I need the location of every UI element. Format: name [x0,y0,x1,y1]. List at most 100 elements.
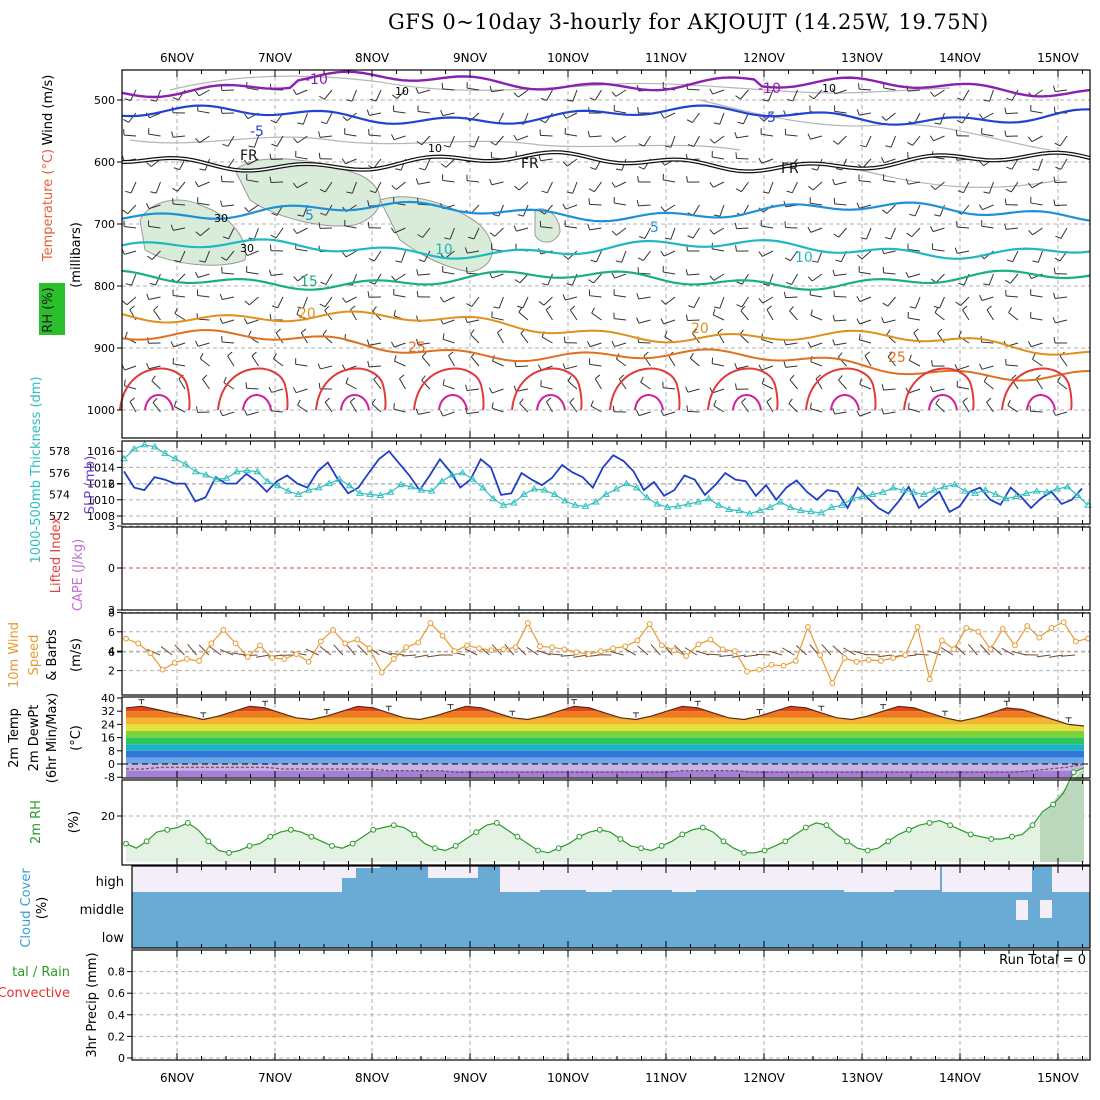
thickness-marker [848,494,857,502]
wind-barb [590,405,602,413]
wind-barb-flag [587,340,591,347]
wind-barb [324,296,333,308]
wind-barb [197,342,210,347]
wind-barb [981,341,994,344]
date-label-top: 13NOV [841,51,883,65]
wind-barb-flag [222,143,229,147]
wind-barb-flag [833,233,840,238]
wind-barb [324,89,333,100]
wind-barb-flag [292,89,297,95]
wind10-marker [975,628,982,635]
rh2m-marker [555,845,562,852]
wind-barb [935,273,945,283]
date-label-top: 7NOV [258,51,293,65]
y-tick-label: 1008 [87,510,115,523]
wind-barb [908,408,921,413]
wind-barb [1030,317,1043,321]
wind-barb [1031,181,1043,189]
wind10-marker [427,620,434,626]
wind10-marker [841,655,848,661]
axis-label-pressure: (millibars) [69,222,84,288]
wind-barb [393,294,406,298]
isotherm-label: FR [240,148,258,164]
wind-barb [939,204,945,217]
panel-frame-w10 [121,612,1091,696]
wind-barb-flag [762,283,769,286]
wind-barb [222,204,235,207]
thickness-marker [766,503,774,510]
wind-barb-flag [123,118,129,123]
thickness-marker [335,475,344,482]
wind-barb [221,89,235,92]
wind-barb-flag [762,99,769,102]
wind-barb-flag [856,296,861,302]
wind-barb-flag [807,341,812,348]
wind10-marker [257,642,263,649]
wind-barb [614,342,627,348]
wind10-marker [1072,638,1079,645]
hot-contour [242,394,272,411]
wind-barb-flag [860,144,867,148]
wind-barb-flag [488,387,493,394]
wind-barb-flag [590,400,594,407]
hot-contour [536,394,566,411]
y-tick-label: 40 [101,692,115,705]
y-tick-label: 8 [108,745,115,758]
wind-barb [422,227,431,238]
wind-barb-flag [540,97,547,101]
rh-contour-label: 10 [428,142,442,155]
wind-barb-flag [1004,130,1007,137]
wind-barb [883,411,896,415]
wind-barb [519,273,529,284]
wind-barb [908,181,921,185]
wind-barb [712,248,725,252]
wind-barb-flag [1053,85,1056,92]
wind-barb [768,181,774,194]
wind10-barb [731,654,746,658]
wind10-marker [378,669,385,676]
wind-barb [345,296,357,303]
rh2m-marker [638,845,644,852]
date-label-bottom: 9NOV [453,1071,488,1085]
axis-label-rh: RH (%) [41,287,56,332]
wind10-marker [390,656,397,662]
wind-barb [1031,135,1043,143]
wind-barb-flag [857,254,863,260]
wind-barb [1057,381,1068,390]
wind-barb-flag [741,397,747,403]
thickness-marker [386,488,395,495]
wind-barb [935,403,945,413]
wind-barb-flag [1005,188,1012,193]
wind-barb [834,110,847,114]
axis-label-cloud-unit: (%) [35,897,50,920]
wind-barb [663,112,676,119]
wind-barb-flag [390,134,395,140]
wind-barb [222,411,235,417]
wind-barb-flag [195,340,199,347]
wind-barb-flag [832,315,836,322]
wind-barb [1060,227,1068,239]
thickness-marker [181,460,190,467]
wind-barb [712,363,725,367]
wind-barb [418,111,431,114]
wind-barb-flag [390,341,395,348]
wind-barb-flag [393,309,396,317]
date-label-top: 15NOV [1037,51,1079,65]
wind-barb-flag [129,397,136,403]
thickness-marker [366,490,375,497]
wind-barb [1059,355,1068,367]
wind10-marker [1024,623,1031,629]
wind-barb [124,385,137,390]
wind-barb [424,250,431,262]
wind-barb-flag [1027,341,1032,347]
wind10-marker [792,658,799,664]
wind10-barb [378,649,392,656]
wind-barb-flag [1055,166,1062,170]
rh2m-marker [864,847,871,854]
thickness-marker [130,445,139,452]
wind-barb-flag [615,260,622,263]
wind-barb [883,388,896,391]
wind-barb-flag [933,305,940,309]
axis-label-rh2m-unit: (%) [67,811,82,834]
